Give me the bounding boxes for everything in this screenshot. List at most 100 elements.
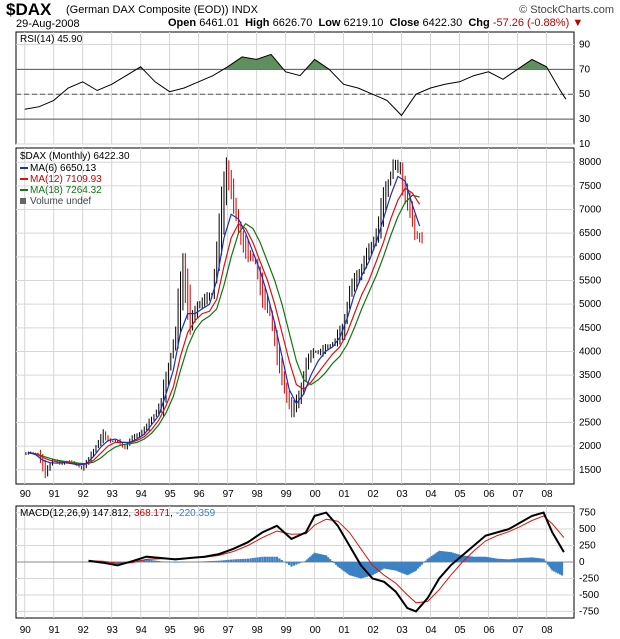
macd-hist-bar — [455, 553, 458, 562]
macd-hist-bar — [280, 560, 283, 562]
macd-y-tick-label: 750 — [579, 508, 596, 519]
macd-hist-bar — [174, 562, 177, 563]
x-axes: 90 90 91 91 92 92 93 93 94 94 95 95 96 96 97 97 98 98 99 99… — [20, 489, 553, 636]
macd-hist-bar — [121, 562, 124, 563]
macd-hist-bar — [432, 554, 435, 562]
macd-hist-bar — [266, 556, 269, 562]
x-tick-label: 96 — [194, 489, 206, 500]
x-tick-label: 06 — [483, 625, 495, 636]
x-tick-label: 92 — [78, 625, 90, 636]
macd-hist-bar — [396, 562, 399, 572]
macd-hist-bar — [217, 560, 221, 562]
macd-hist-bar — [503, 559, 507, 562]
price-y-tick-label: 2500 — [579, 417, 602, 428]
macd-y-tick-label: 0 — [579, 557, 585, 568]
macd-hist-bar — [159, 561, 163, 562]
macd-hist-bar — [478, 556, 481, 562]
macd-hist-bar — [336, 562, 339, 567]
macd-hist-bar — [415, 562, 418, 571]
x-tick-label: 01 — [339, 489, 351, 500]
x-tick-label: 92 — [78, 489, 90, 500]
macd-hist-bar — [327, 557, 330, 562]
macd-hist-bar — [519, 558, 522, 562]
macd-hist-bar — [157, 561, 160, 562]
macd-hist-bar — [348, 562, 351, 576]
price-y-tick-label: 8000 — [579, 157, 602, 168]
macd-hist-bar — [237, 559, 240, 562]
macd-y-tick-label: 250 — [579, 541, 596, 552]
macd-hist-bar — [426, 558, 429, 562]
x-tick-label: 00 — [310, 489, 322, 500]
x-tick-label: 03 — [397, 625, 409, 636]
ma18-line — [28, 194, 420, 465]
x-tick-label: 05 — [455, 489, 467, 500]
macd-hist-bar — [210, 561, 213, 562]
ma6-line — [28, 175, 421, 466]
macd-hist-bar — [332, 562, 336, 563]
macd-hist-bar — [530, 557, 534, 562]
macd-hist-bar — [375, 562, 378, 573]
open-value: 6461.01 — [199, 17, 239, 29]
macd-hist-bar — [404, 562, 407, 575]
price-panel-frame — [15, 147, 575, 485]
macd-hist-bar — [312, 554, 315, 562]
macd-hist-bar — [254, 557, 257, 562]
macd-hist-bar — [525, 557, 528, 562]
macd-hist-bar — [438, 550, 441, 562]
volume-swatch — [20, 198, 26, 204]
macd-hist-bar — [358, 562, 361, 578]
price-y-tick-label: 7500 — [579, 181, 602, 192]
macd-hist-bar — [463, 555, 466, 562]
macd-hist-bar — [540, 558, 543, 562]
volume-legend: Volume undef — [30, 196, 91, 207]
macd-hist-bar — [398, 562, 401, 573]
symbol-title: $DAX — [6, 0, 52, 19]
macd-hist-bar — [359, 562, 363, 579]
macd-hist-bar — [346, 562, 349, 574]
macd-hist-bar — [440, 551, 443, 562]
x-tick-label: 08 — [541, 489, 553, 500]
macd-hist-bar — [532, 557, 536, 562]
x-tick-label: 90 — [20, 489, 32, 500]
macd-hist-bar — [557, 562, 560, 574]
x-tick-label: 98 — [252, 489, 264, 500]
macd-hist-bar — [150, 560, 153, 562]
rsi-line — [24, 53, 567, 117]
x-tick-label: 97 — [223, 489, 235, 500]
macd-hist-bar — [544, 560, 547, 562]
ma6-legend: MA(6) 6650.13 — [30, 163, 97, 174]
macd-hist-bar — [453, 553, 456, 562]
x-tick-label: 98 — [252, 625, 264, 636]
macd-hist-bar — [213, 560, 216, 562]
rsi-indicator: RSI(14) 45.90 — [16, 34, 574, 120]
close-label: Close — [389, 17, 420, 29]
macd-hist-bar — [534, 557, 538, 562]
x-tick-label: 99 — [281, 489, 293, 500]
price-y-tick-label: 7000 — [579, 205, 602, 216]
x-tick-label: 06 — [483, 489, 495, 500]
macd-hist-bar — [323, 554, 326, 562]
macd-hist-bar — [492, 558, 495, 562]
macd-hist-bar — [560, 562, 564, 576]
macd-hist-bar — [388, 562, 392, 570]
macd-hist-bar — [407, 562, 410, 575]
macd-panel: MACD(12,26,9) 147.812, 368.171, -220.359 — [16, 508, 574, 613]
quote-date: 29-Aug-2008 — [16, 18, 80, 30]
price-y-tick-label: 6500 — [579, 228, 602, 239]
x-tick-label: 08 — [541, 625, 553, 636]
macd-hist-bar — [176, 562, 180, 563]
macd-hist-bar — [430, 556, 433, 562]
macd-hist-bar — [392, 562, 395, 571]
macd-hist-bar — [369, 562, 372, 576]
macd-hist-bar — [258, 557, 262, 562]
macd-y-tick-label: -500 — [579, 590, 599, 601]
macd-hist-bar — [551, 562, 554, 571]
macd-hist-bar — [201, 561, 204, 562]
macd-hist-bar — [249, 558, 252, 562]
rsi-y-tick-label: 50 — [579, 89, 591, 100]
macd-hist-bar — [256, 557, 259, 562]
low-value: 6219.10 — [343, 17, 384, 29]
macd-hist-bar — [317, 553, 320, 562]
macd-hist-bar — [513, 558, 516, 562]
